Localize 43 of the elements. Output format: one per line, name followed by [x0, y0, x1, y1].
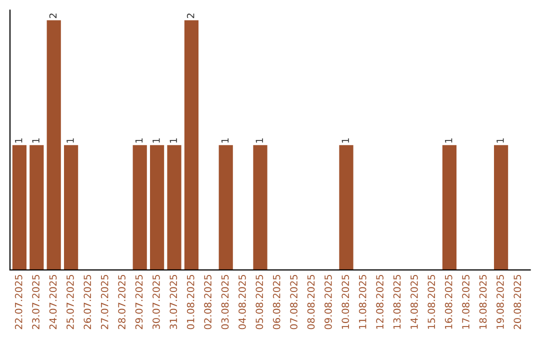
x-tick-label: 25.07.2025 — [66, 274, 74, 330]
x-tick-label: 17.08.2025 — [462, 274, 470, 329]
x-tick-label: 26.07.2025 — [84, 274, 92, 330]
data-label: 1 — [342, 138, 349, 143]
x-tick-label: 19.08.2025 — [496, 274, 504, 329]
x-tick-label: 05.08.2025 — [256, 274, 264, 330]
x-tick-label: 16.08.2025 — [444, 274, 452, 329]
x-tick-label: 12.08.2025 — [376, 274, 384, 329]
x-tick-label: 23.07.2025 — [32, 274, 40, 330]
x-tick-label: 02.08.2025 — [204, 274, 212, 330]
data-label: 1 — [15, 138, 22, 143]
x-tick-label: 31.07.2025 — [170, 274, 178, 330]
x-tick-label: 30.07.2025 — [152, 274, 160, 330]
x-tick-label: 29.07.2025 — [135, 274, 143, 330]
x-tick-label: 24.07.2025 — [49, 274, 57, 330]
x-tick-label: 08.08.2025 — [307, 274, 315, 330]
x-tick-label: 01.08.2025 — [186, 274, 194, 330]
x-tick-label: 20.08.2025 — [514, 274, 522, 330]
data-label: 1 — [221, 138, 229, 143]
data-label: 2 — [49, 14, 57, 18]
data-label: 1 — [170, 138, 177, 143]
x-tick-label: 14.08.2025 — [410, 274, 418, 329]
x-tick-label: 18.08.2025 — [479, 274, 487, 329]
x-tick-label: 28.07.2025 — [118, 274, 126, 330]
x-tick-label: 22.07.2025 — [14, 274, 22, 330]
data-label: 1 — [256, 138, 263, 143]
data-label: 1 — [32, 138, 40, 143]
data-label: 2 — [186, 14, 194, 18]
x-tick-label: 10.08.2025 — [342, 274, 350, 329]
data-label: 1 — [496, 138, 504, 143]
x-tick-label: 11.08.2025 — [358, 274, 366, 329]
x-tick-label: 03.08.2025 — [221, 274, 229, 330]
data-label: 1 — [152, 138, 160, 143]
data-label: 1 — [66, 138, 74, 143]
x-tick-label: 04.08.2025 — [238, 274, 246, 330]
x-tick-label: 09.08.2025 — [324, 274, 332, 330]
x-tick-label: 13.08.2025 — [393, 274, 401, 329]
x-tick-label: 06.08.2025 — [272, 274, 280, 330]
x-tick-label: 07.08.2025 — [290, 274, 298, 330]
x-tick-label: 15.08.2025 — [428, 274, 436, 329]
data-label: 1 — [135, 138, 143, 143]
data-label: 1 — [445, 138, 452, 143]
x-tick-label: 27.07.2025 — [100, 274, 108, 330]
